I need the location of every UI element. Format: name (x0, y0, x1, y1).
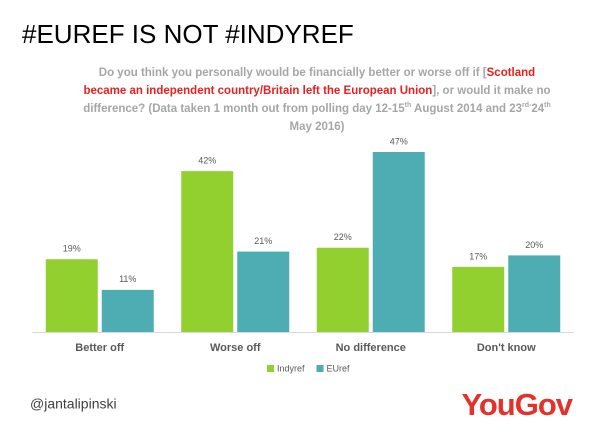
value-label: 19% (63, 244, 81, 254)
bar (101, 289, 154, 332)
bar (316, 247, 369, 332)
subtitle-text: August 2014 and 23 (411, 103, 523, 115)
subtitle-sup: th (544, 102, 551, 110)
subtitle-text: ], or would it make no difference? (Data… (83, 85, 551, 115)
footer-handle: @jantalipinski (30, 396, 117, 412)
subtitle-text: Do you think you personally would be fin… (98, 67, 487, 79)
subtitle-highlight: Scotland became an independent country/B… (83, 67, 536, 97)
x-tick-label: Worse off (210, 342, 261, 354)
subtitle-sup: th (404, 102, 412, 110)
bar (45, 259, 98, 332)
subtitle: Do you think you personally would be fin… (82, 64, 552, 136)
bar (237, 251, 290, 332)
legend-swatch (316, 365, 324, 372)
bar (181, 171, 234, 332)
legend-label: EUref (327, 363, 351, 373)
subtitle-text: May 2016) (289, 121, 345, 133)
legend-swatch (267, 365, 274, 372)
value-label: 21% (254, 236, 272, 246)
logo: YouGov (461, 387, 573, 422)
x-tick-label: Don't know (477, 342, 536, 354)
legend-label: Indyref (277, 363, 305, 373)
value-label: 47% (390, 136, 408, 146)
chart-title: #EUREF IS NOT #INDYREF (22, 19, 354, 49)
value-label: 42% (198, 156, 216, 166)
bar (452, 266, 505, 332)
subtitle-text: 24 (531, 103, 545, 115)
bar (372, 151, 425, 332)
subtitle-sup: rd- (522, 102, 532, 110)
value-label: 20% (525, 240, 543, 250)
bar (508, 255, 561, 332)
x-tick-label: Better off (75, 342, 124, 354)
value-label: 17% (469, 251, 487, 261)
value-label: 22% (334, 232, 352, 242)
value-label: 11% (119, 274, 136, 284)
x-tick-label: No difference (336, 342, 406, 354)
